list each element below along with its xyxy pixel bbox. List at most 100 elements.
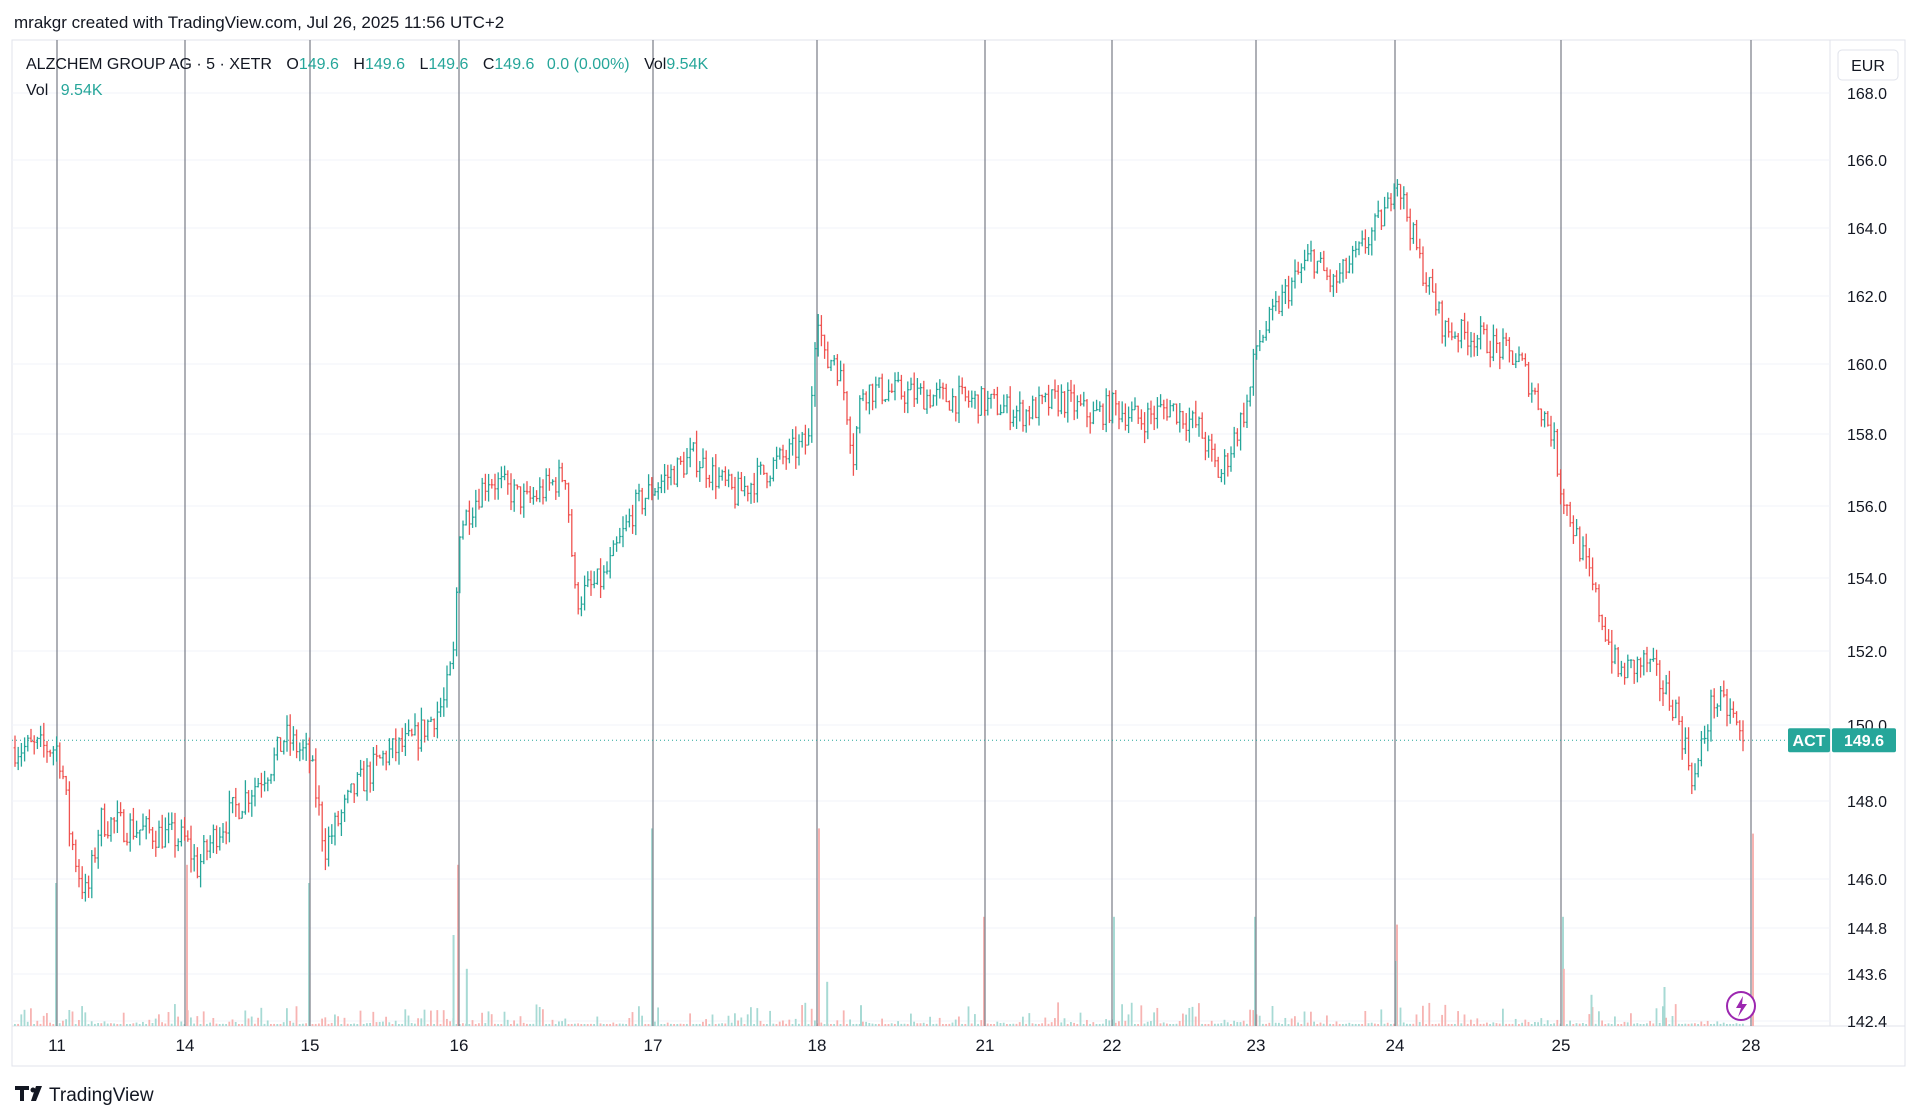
volume-bar bbox=[849, 1019, 851, 1026]
volume-bars bbox=[14, 828, 1754, 1026]
ohlc-bar bbox=[980, 386, 983, 416]
volume-bar bbox=[1668, 1024, 1671, 1026]
volume-bar bbox=[634, 1023, 637, 1026]
ohlc-bar bbox=[730, 473, 734, 490]
ohlc-bar bbox=[1498, 342, 1502, 370]
ohlc-bar bbox=[874, 376, 878, 409]
ohlc-bar bbox=[1140, 409, 1143, 430]
ohlc-bar bbox=[964, 386, 967, 402]
ohlc-bar bbox=[301, 739, 305, 760]
ohlc-bar bbox=[704, 450, 708, 488]
ohlc-bar bbox=[320, 801, 324, 852]
volume-bar bbox=[1383, 1023, 1386, 1026]
currency-button[interactable]: EUR bbox=[1837, 49, 1899, 81]
ohlc-bar bbox=[173, 812, 177, 858]
volume-bar bbox=[558, 1021, 560, 1026]
ohlc-bar bbox=[823, 334, 826, 359]
volume-bar bbox=[1665, 1017, 1667, 1026]
ohlc-bar bbox=[1143, 412, 1146, 444]
price-axis[interactable]: 142.4143.6144.8146.0148.0150.0152.0154.0… bbox=[1847, 86, 1887, 1031]
ohlc-bar bbox=[109, 816, 113, 842]
volume-bar bbox=[382, 1021, 384, 1026]
ohlc-bar bbox=[231, 796, 234, 814]
volume-bar bbox=[1095, 1023, 1098, 1026]
volume-bar bbox=[100, 1023, 103, 1026]
y-tick-label: 158.0 bbox=[1847, 427, 1887, 444]
chart-legend[interactable]: ALZCHEM GROUP AG · 5 · XETR O149.6 H149.… bbox=[26, 56, 708, 99]
attribution-text: mrakgr created with TradingView.com, Jul… bbox=[14, 13, 504, 32]
ohlc-bar bbox=[468, 500, 471, 535]
ohlc-bar bbox=[1197, 416, 1201, 437]
volume-bar bbox=[1233, 1020, 1235, 1026]
ohlc-bar bbox=[1700, 731, 1703, 767]
volume-bar bbox=[1262, 1023, 1264, 1026]
volume-bar bbox=[206, 1023, 208, 1026]
ohlc-bar bbox=[314, 748, 318, 808]
ohlc-bar bbox=[416, 722, 420, 761]
ohlc-bar bbox=[1418, 238, 1422, 259]
ohlc-bar bbox=[775, 446, 778, 469]
volume-bar bbox=[567, 1023, 570, 1026]
volume-bar bbox=[737, 1020, 739, 1026]
volume-bar bbox=[878, 1023, 880, 1026]
ohlc-bar bbox=[80, 866, 84, 900]
currency-button-box[interactable] bbox=[1837, 49, 1899, 81]
volume-bar bbox=[922, 1022, 925, 1026]
volume-bar bbox=[1316, 1024, 1319, 1026]
grid bbox=[12, 92, 1830, 1022]
ohlc-bar bbox=[1402, 186, 1406, 210]
ohlc-bar bbox=[999, 404, 1002, 416]
volume-bar bbox=[1073, 1022, 1075, 1026]
volume-bar bbox=[545, 1023, 547, 1026]
volume-bar bbox=[932, 1023, 935, 1026]
ohlc-bar bbox=[522, 483, 526, 518]
volume-bar bbox=[295, 1006, 298, 1026]
ohlc-bars bbox=[13, 179, 1745, 902]
volume-bar bbox=[596, 1016, 599, 1026]
legend-open-value: 149.6 bbox=[299, 56, 339, 73]
ohlc-bar bbox=[743, 476, 746, 497]
ohlc-bar bbox=[135, 820, 138, 838]
flash-icon[interactable] bbox=[1726, 991, 1756, 1021]
logo-t-shape bbox=[15, 1086, 29, 1101]
volume-bar bbox=[218, 1023, 221, 1026]
ohlc-bar bbox=[839, 360, 842, 382]
ohlc-bar bbox=[1188, 407, 1191, 443]
volume-bar bbox=[436, 1010, 439, 1026]
volume-bar bbox=[1735, 1023, 1738, 1026]
ohlc-bar bbox=[788, 438, 791, 464]
volume-bar bbox=[1706, 1020, 1709, 1026]
volume-bar bbox=[1674, 1004, 1677, 1026]
volume-bar bbox=[1572, 1023, 1575, 1026]
tradingview-logo[interactable]: TradingView bbox=[15, 1085, 154, 1106]
ohlc-bar bbox=[132, 807, 135, 840]
ohlc-bar bbox=[996, 386, 999, 416]
volume-bar bbox=[1639, 1023, 1642, 1026]
ohlc-bar bbox=[829, 359, 833, 372]
volume-bar bbox=[1252, 1010, 1255, 1026]
volume-bar bbox=[644, 1023, 647, 1026]
time-axis[interactable]: 11 14 15 16 17 18 21 22 23 24 25 28 bbox=[48, 1036, 1760, 1055]
ohlc-bar bbox=[877, 377, 881, 388]
ohlc-bar bbox=[1447, 317, 1450, 338]
ohlc-bar bbox=[1005, 394, 1009, 414]
logo-v-shape bbox=[31, 1086, 42, 1101]
chart-frame bbox=[11, 39, 1906, 1067]
currency-label[interactable]: EUR bbox=[1851, 58, 1885, 75]
ohlc-bar bbox=[1408, 208, 1412, 251]
ohlc-bar bbox=[1351, 245, 1354, 274]
volume-bar bbox=[1364, 1010, 1367, 1026]
y-tick-label: 146.0 bbox=[1847, 872, 1887, 889]
volume-bar bbox=[1028, 1013, 1031, 1026]
volume-bar bbox=[986, 1023, 989, 1026]
volume-bar bbox=[1041, 1023, 1043, 1026]
volume-bar bbox=[474, 1023, 477, 1026]
x-tick-label: 23 bbox=[1247, 1036, 1266, 1055]
legend-ohlc: ALZCHEM GROUP AG · 5 · XETR O149.6 H149.… bbox=[26, 56, 708, 73]
volume-bar bbox=[1300, 1023, 1303, 1026]
volume-bar bbox=[516, 1023, 519, 1026]
ohlc-bar bbox=[631, 504, 634, 534]
ohlc-bar bbox=[634, 489, 638, 536]
volume-bar bbox=[94, 1023, 96, 1026]
